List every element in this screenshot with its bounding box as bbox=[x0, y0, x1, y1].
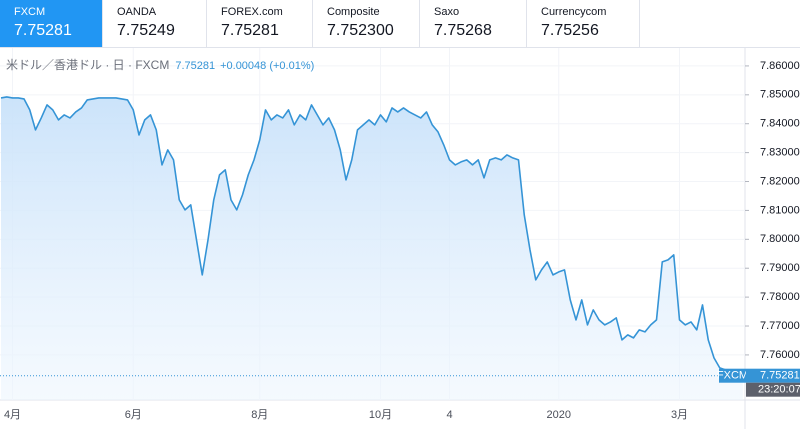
tab-price: 7.75268 bbox=[434, 22, 492, 39]
y-tick-label: 7.82000 bbox=[760, 175, 800, 187]
y-tick-label: 7.76000 bbox=[760, 349, 800, 361]
tab-price: 7.75281 bbox=[221, 22, 279, 39]
x-tick-label: 3月 bbox=[671, 409, 688, 421]
y-tick-label: 7.80000 bbox=[760, 233, 800, 245]
y-tick-label: 7.85000 bbox=[760, 89, 800, 101]
legend: 米ドル／香港ドル · 日 · FXCM 7.75281 +0.00048 (+0.0… bbox=[6, 58, 314, 72]
area-fill bbox=[1, 96, 743, 401]
source-tab[interactable]: Composite 7.752300 bbox=[313, 0, 420, 47]
tab-price: 7.752300 bbox=[327, 22, 394, 39]
y-tick-label: 7.86000 bbox=[760, 60, 800, 72]
x-tick-label: 6月 bbox=[125, 409, 142, 421]
y-tick-label: 7.79000 bbox=[760, 262, 800, 274]
tab-name: Saxo bbox=[434, 6, 460, 18]
x-tick-label: 4月 bbox=[4, 409, 21, 421]
series-tag: FXCM bbox=[717, 370, 748, 382]
tab-price: 7.75281 bbox=[14, 22, 72, 39]
tab-name: FOREX.com bbox=[221, 6, 283, 18]
source-tab[interactable]: FOREX.com 7.75281 bbox=[207, 0, 313, 47]
x-tick-label: 10月 bbox=[369, 409, 392, 421]
series-tag-bg bbox=[719, 368, 746, 383]
x-tick-label: 8月 bbox=[251, 409, 268, 421]
time-label-bg bbox=[746, 382, 800, 397]
y-tick-label: 7.78000 bbox=[760, 291, 800, 303]
time-label: 23:20:07 bbox=[758, 384, 800, 396]
tab-name: Composite bbox=[327, 6, 380, 18]
tab-name: FXCM bbox=[14, 6, 46, 18]
tab-bar: FXCM 7.75281 OANDA 7.75249 FOREX.com 7.75281 C… bbox=[0, 0, 800, 48]
source-tab[interactable]: FXCM 7.75281 bbox=[0, 0, 103, 47]
legend-price: 7.75281 bbox=[175, 60, 215, 72]
tab-price: 7.75256 bbox=[541, 22, 599, 39]
y-tick-label: 7.81000 bbox=[760, 204, 800, 216]
legend-change: +0.00048 (+0.01%) bbox=[220, 60, 314, 72]
x-tick-label: 4 bbox=[446, 409, 452, 421]
y-tick-label: 7.84000 bbox=[760, 118, 800, 130]
tab-name: OANDA bbox=[117, 6, 157, 18]
price-label-bg bbox=[746, 368, 800, 383]
tab-price: 7.75249 bbox=[117, 22, 175, 39]
source-tab[interactable]: Saxo 7.75268 bbox=[420, 0, 527, 47]
price-line bbox=[0, 96, 743, 377]
y-tick-label: 7.83000 bbox=[760, 147, 800, 159]
tab-name: Currencycom bbox=[541, 6, 607, 18]
legend-symbol: 米ドル／香港ドル · 日 · FXCM bbox=[6, 58, 169, 72]
y-tick-label: 7.77000 bbox=[760, 320, 800, 332]
x-tick-label: 2020 bbox=[547, 409, 571, 421]
source-tab[interactable]: OANDA 7.75249 bbox=[103, 0, 207, 47]
source-tab[interactable]: Currencycom 7.75256 bbox=[527, 0, 640, 47]
price-label: 7.75281 bbox=[760, 370, 800, 382]
